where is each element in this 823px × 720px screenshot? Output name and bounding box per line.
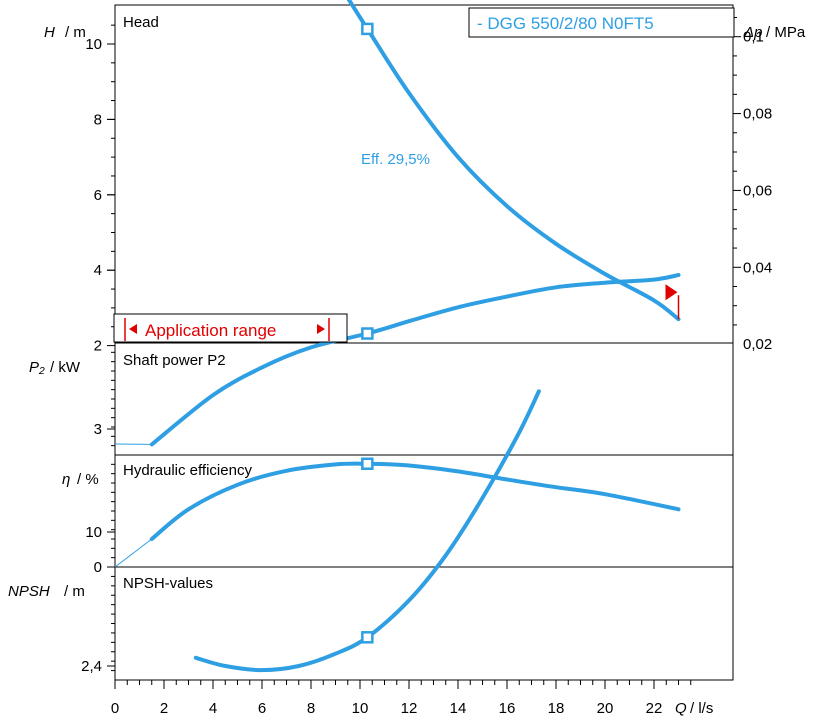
npsh-panel: NPSH-values NPSH / m [8,575,213,600]
pressure-ytick-label: 0,08 [743,106,772,123]
x-tick-label: 20 [597,700,614,717]
power-axis-unit: / kW [50,359,81,376]
x-tick-label: 18 [548,700,565,717]
x-tick-label: 16 [499,700,516,717]
head-ytick-label: 8 [94,111,102,128]
power-ytick-label: 3 [94,421,102,438]
head-axis-symbol: H [44,24,55,41]
pressure-axis-symbol: Δp [743,24,762,41]
x-tick-label: 22 [646,700,663,717]
application-range-right-arrow-icon [317,324,325,334]
application-range-frame [113,313,348,343]
x-tick-label: 10 [352,700,369,717]
application-range-box: Application range [113,313,348,343]
efficiency-axis-unit: / % [77,471,99,488]
legend: - DGG 550/2/80 N0FT5 [468,7,735,38]
x-axis: Q / l/s [675,700,713,717]
head-axis-unit: / m [65,24,86,41]
head-ytick-label: 6 [94,187,102,204]
efficiency-ytick-label: 10 [85,524,102,541]
power-axis-symbol: P₂ [29,359,45,376]
npsh-axis-unit: / m [64,583,85,600]
npsh-ytick-label: 2,4 [81,658,102,675]
efficiency-label: Eff. 29,5% [361,151,430,168]
power-panel-title: Shaft power P2 [123,352,226,369]
head-panel-title: Head [123,14,159,31]
pressure-ytick-label: 0,06 [743,182,772,199]
efficiency-curve [149,461,681,541]
x-tick-label: 6 [258,700,266,717]
efficiency-ytick-label: 0 [94,559,102,576]
x-tick-label: 4 [209,700,217,717]
x-tick-label: 14 [450,700,467,717]
head-curve [346,0,681,322]
head-ytick-label: 2 [94,338,102,355]
application-range-label: Application range [145,321,276,340]
x-tick-label: 2 [160,700,168,717]
pressure-axis-unit: / MPa [766,24,806,41]
x-tick-label: 8 [307,700,315,717]
x-axis-symbol: Q [675,700,687,717]
pressure-ytick-label: 0,04 [743,259,772,276]
efficiency-panel-title: Hydraulic efficiency [123,462,252,479]
head-panel: Head H / m Δp / MPa - DGG 550/2/80 N0FT5… [44,7,806,343]
power-curve [149,273,681,447]
efficiency-duty-point [361,457,374,470]
npsh-axis-symbol: NPSH [8,583,50,600]
head-ytick-label: 4 [94,262,102,279]
x-tick-label: 0 [111,700,119,717]
npsh-curve [193,389,541,673]
npsh-duty-point [361,631,374,644]
plot-geometry: 24681012141630102,40,020,040,060,080,10,… [81,0,772,717]
head-ytick-label: 10 [85,36,102,53]
head-duty-point [361,22,374,36]
x-tick-label: 12 [401,700,418,717]
application-range-left-arrow-icon [129,324,137,334]
legend-series-label: - DGG 550/2/80 N0FT5 [477,14,654,33]
x-axis-unit: / l/s [690,700,713,717]
efficiency-axis-symbol: η [62,471,70,488]
power-duty-point [361,327,374,340]
efficiency-curve-extension [114,538,153,568]
application-end-marker-icon [665,284,678,301]
pressure-ytick-label: 0,1 [743,29,764,46]
pressure-ytick-label: 0,02 [743,336,772,353]
npsh-panel-title: NPSH-values [123,575,213,592]
efficiency-panel: Hydraulic efficiency η / % [62,462,252,488]
legend-frame [468,7,735,38]
power-panel: Shaft power P2 P₂ / kW [29,352,226,376]
